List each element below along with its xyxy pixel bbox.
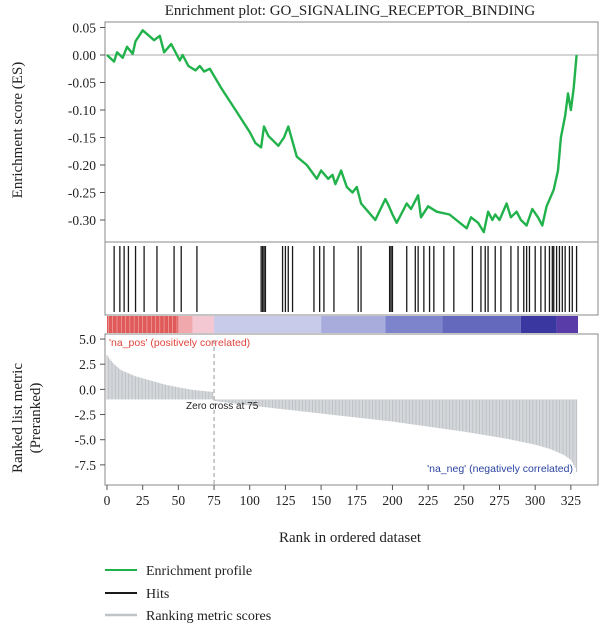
heat-band-segment <box>385 316 443 333</box>
es-y-tick-label: 0.05 <box>72 21 96 36</box>
x-tick-label: 125 <box>275 493 296 508</box>
es-y-tick-label: -0.30 <box>68 213 96 228</box>
es-y-tick-label: 0.00 <box>72 48 96 63</box>
metric-y-axis-label-line2: (Preranked) <box>28 383 44 454</box>
metric-panel-frame <box>104 333 599 486</box>
positive-correlation-label: 'na_pos' (positively correlated) <box>109 337 250 349</box>
enrichment-profile-group <box>106 29 578 234</box>
heat-band-segment <box>321 316 386 333</box>
zero-cross-label: Zero cross at 75 <box>186 401 259 412</box>
negative-correlation-label: 'na_neg' (negatively correlated) <box>427 463 573 475</box>
es-y-tick-label: -0.10 <box>68 103 96 118</box>
x-tick-label: 300 <box>525 493 546 508</box>
heat-band-segment <box>556 316 578 333</box>
heat-band-segment <box>214 316 322 333</box>
metric-y-tick-label: 5.0 <box>79 332 96 347</box>
x-tick-label: 75 <box>207 493 221 508</box>
legend-label-ranking-metric: Ranking metric scores <box>146 609 271 624</box>
x-axis-label: Rank in ordered dataset <box>279 530 422 546</box>
legend-label-enrichment-profile: Enrichment profile <box>146 564 252 579</box>
heat-band-segment <box>178 316 193 333</box>
x-tick-label: 200 <box>382 493 403 508</box>
metric-y-tick-label: 0.0 <box>79 382 96 397</box>
heat-band-group <box>107 316 578 333</box>
es-y-tick-label: -0.15 <box>68 131 96 146</box>
heat-band-segment <box>520 316 557 333</box>
hits-group <box>113 246 578 312</box>
legend: Enrichment profile Hits Ranking metric s… <box>105 564 271 624</box>
x-tick-label: 225 <box>418 493 439 508</box>
hits-panel-frame <box>104 241 599 316</box>
metric-y-tick-label: -7.5 <box>75 458 97 473</box>
es-y-tick-label: -0.05 <box>68 76 96 91</box>
x-tick-label: 0 <box>104 493 111 508</box>
es-y-tick-label: -0.25 <box>68 186 96 201</box>
enrichment-profile-line <box>106 29 578 234</box>
heat-band-segment <box>442 316 521 333</box>
x-tick-label: 50 <box>172 493 186 508</box>
ranking-metric-bars-group <box>106 355 578 472</box>
chart-title: Enrichment plot: GO_SIGNALING_RECEPTOR_B… <box>165 3 536 19</box>
es-y-axis-ticks: 0.05 0.00 -0.05 -0.10 -0.15 -0.20 -0.25 -0.30 <box>68 21 105 228</box>
x-tick-label: 250 <box>454 493 475 508</box>
metric-y-tick-label: -2.5 <box>75 408 97 423</box>
heat-band-segment <box>192 316 215 333</box>
metric-y-axis-label-line1: Ranked list metric <box>10 363 26 473</box>
x-tick-label: 100 <box>240 493 261 508</box>
es-y-axis-label: Enrichment score (ES) <box>10 62 26 199</box>
metric-y-tick-label: -5.0 <box>75 433 97 448</box>
metric-y-tick-label: 2.5 <box>79 357 96 372</box>
es-y-tick-label: -0.20 <box>68 158 96 173</box>
x-axis-ticks: 0 25 50 75 100 125 150 175 200 225 250 275 300 325 <box>104 485 582 508</box>
metric-y-axis-ticks: 5.0 2.5 0.0 -2.5 -5.0 -7.5 <box>75 332 105 473</box>
x-tick-label: 150 <box>311 493 332 508</box>
x-tick-label: 325 <box>561 493 582 508</box>
x-tick-label: 275 <box>489 493 510 508</box>
x-tick-label: 25 <box>136 493 150 508</box>
x-tick-label: 175 <box>347 493 368 508</box>
legend-label-hits: Hits <box>146 587 169 602</box>
